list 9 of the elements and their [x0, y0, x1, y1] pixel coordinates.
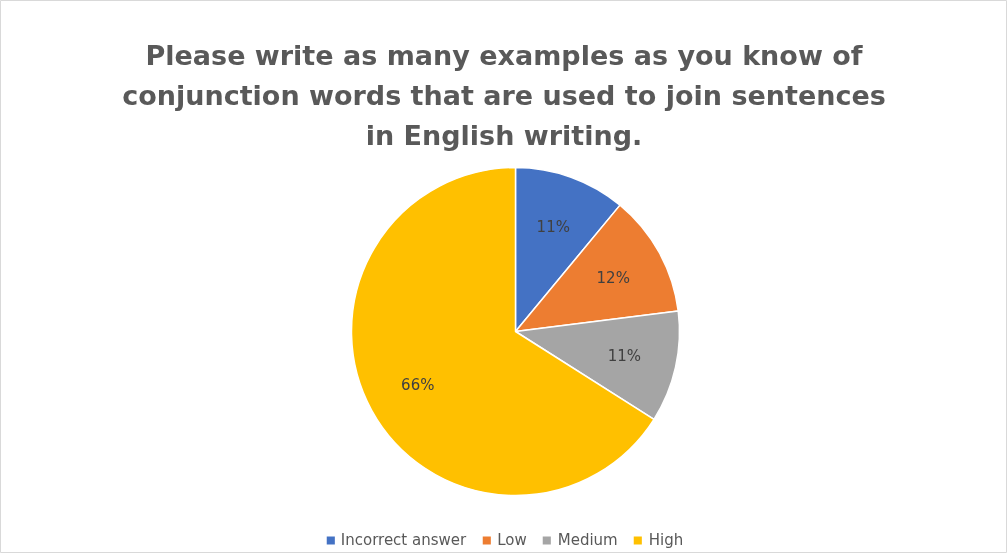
- data-label: 11%: [536, 217, 570, 236]
- data-label: 11%: [607, 346, 642, 365]
- legend-label: High: [648, 531, 684, 549]
- data-label: 12%: [596, 268, 630, 287]
- legend-label: Low: [497, 531, 527, 549]
- legend-label: Incorrect answer: [340, 531, 467, 549]
- chart-title: Please write as many examples as you know of conjunction words that are used to join sentences in English writing.: [122, 40, 886, 151]
- data-label: 66%: [401, 376, 435, 395]
- legend-label: Medium: [557, 531, 618, 549]
